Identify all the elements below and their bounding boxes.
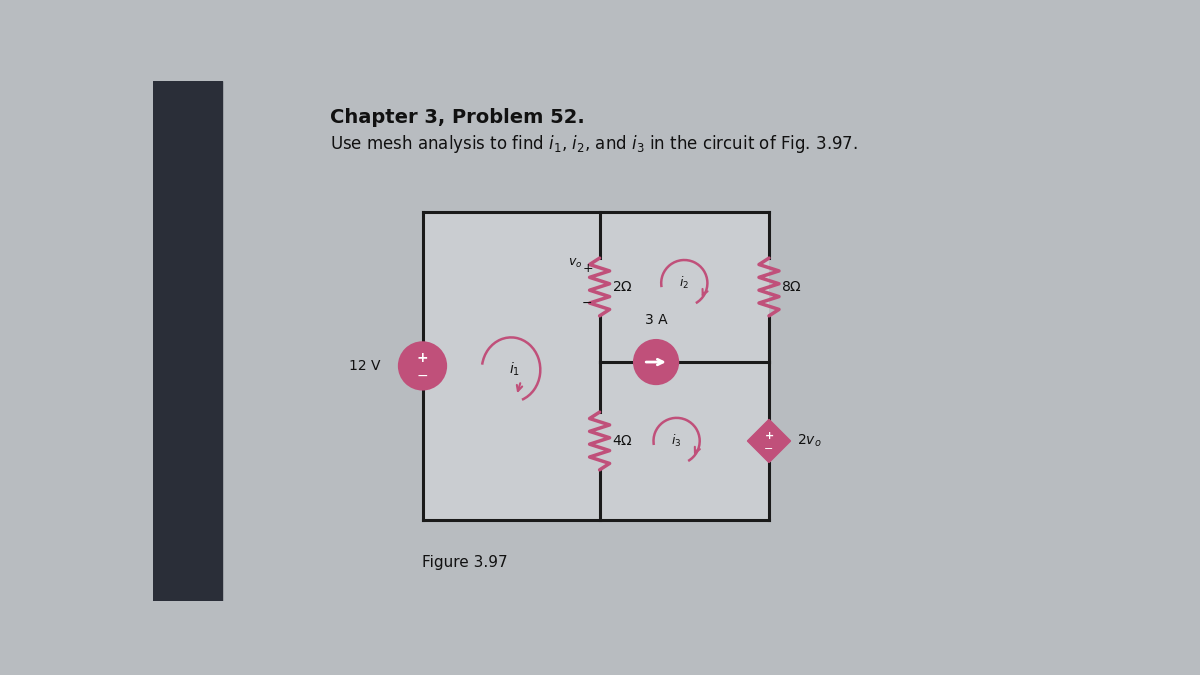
Text: −: − [582, 297, 592, 310]
Polygon shape [748, 419, 791, 462]
Bar [422, 212, 769, 520]
Text: 4$\Omega$: 4$\Omega$ [612, 434, 632, 448]
Text: 8$\Omega$: 8$\Omega$ [781, 280, 803, 294]
Text: +: + [764, 431, 774, 441]
Text: Figure 3.97: Figure 3.97 [422, 555, 508, 570]
Text: $2v_o$: $2v_o$ [797, 433, 821, 449]
Text: $v_o$: $v_o$ [569, 256, 583, 269]
Text: −: − [764, 443, 774, 454]
Text: +: + [583, 262, 594, 275]
Text: $i_2$: $i_2$ [679, 275, 689, 291]
Text: $i_1$: $i_1$ [509, 361, 521, 379]
Circle shape [398, 342, 448, 391]
Text: $i_3$: $i_3$ [672, 433, 682, 449]
Text: 2$\Omega$: 2$\Omega$ [612, 280, 632, 294]
Text: 12 V: 12 V [349, 359, 380, 373]
Text: +: + [416, 351, 428, 365]
Text: 3 A: 3 A [644, 313, 667, 327]
Bar [154, 81, 222, 601]
Text: −: − [416, 369, 428, 383]
Circle shape [632, 339, 679, 385]
Text: Chapter 3, Problem 52.: Chapter 3, Problem 52. [330, 108, 584, 127]
Text: Use mesh analysis to find $i_1$, $i_2$, and $i_3$ in the circuit of Fig. 3.97.: Use mesh analysis to find $i_1$, $i_2$, … [330, 132, 858, 155]
